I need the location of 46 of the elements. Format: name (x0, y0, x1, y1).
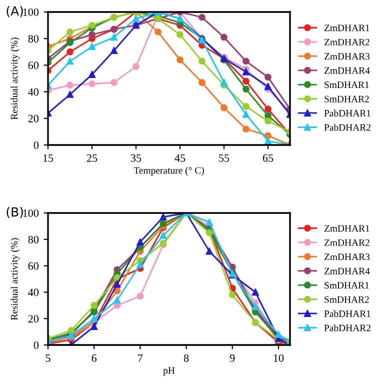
y-tick-label: 20 (28, 114, 39, 122)
y-tick-label: 40 (28, 288, 39, 296)
y-tick-label: 80 (28, 35, 39, 43)
x-tick-label: 55 (219, 154, 230, 162)
y-axis-title: Residual activity (%) (10, 38, 20, 120)
legend-label: ZmDHAR3 (324, 53, 370, 60)
legend-label: ZmDHAR2 (324, 38, 370, 46)
y-tick-label: 60 (28, 262, 39, 270)
x-tick-label: 25 (86, 154, 98, 162)
legend-label: ZmDHAR3 (324, 254, 370, 260)
y-axis-title: Residual activity (%) (10, 238, 20, 320)
text: (A) (6, 6, 23, 18)
legend-label: ZmDHAR4 (324, 67, 370, 74)
legend-label: ZmDHAR1 (324, 225, 370, 232)
legend-label: ZmDHAR2 (324, 239, 370, 246)
y-tick-label: 40 (28, 88, 39, 96)
legend-label: ZmDHAR1 (324, 24, 370, 32)
x-tick-label: 45 (174, 154, 186, 162)
x-tick-label: 5 (46, 354, 50, 362)
y-tick-label: 100 (23, 8, 39, 16)
x-tick-label: 9 (230, 354, 235, 362)
legend-label: SmDHAR2 (324, 96, 369, 102)
legend-label: SmDHAR1 (324, 282, 369, 289)
legend-label: PabDHAR2 (324, 324, 370, 332)
y-tick-label: 0 (34, 141, 39, 149)
x-axis-title: pH (163, 367, 175, 376)
y-tick-label: 20 (28, 315, 39, 323)
x-tick-label: 35 (130, 154, 142, 162)
legend-label: PabDHAR1 (324, 310, 370, 318)
x-tick-label: 7 (138, 354, 143, 362)
legend-label: ZmDHAR4 (324, 268, 370, 274)
legend-label: SmDHAR1 (324, 82, 369, 88)
x-tick-label: 8 (184, 354, 189, 362)
y-tick-label: 0 (34, 341, 39, 349)
x-tick-label: 6 (92, 354, 97, 362)
x-axis-title: Temperature (° C) (134, 166, 204, 176)
legend-label: PabDHAR1 (324, 110, 370, 117)
y-tick-label: 80 (28, 236, 39, 244)
y-tick-label: 60 (28, 62, 39, 70)
x-tick-label: 65 (262, 154, 274, 162)
text: (B) (6, 206, 23, 218)
y-tick-label: 100 (23, 209, 39, 217)
x-tick-label: 15 (43, 154, 54, 162)
x-tick-label: 10 (274, 354, 284, 362)
legend-label: SmDHAR2 (324, 296, 369, 303)
legend-label: PabDHAR2 (324, 124, 370, 131)
